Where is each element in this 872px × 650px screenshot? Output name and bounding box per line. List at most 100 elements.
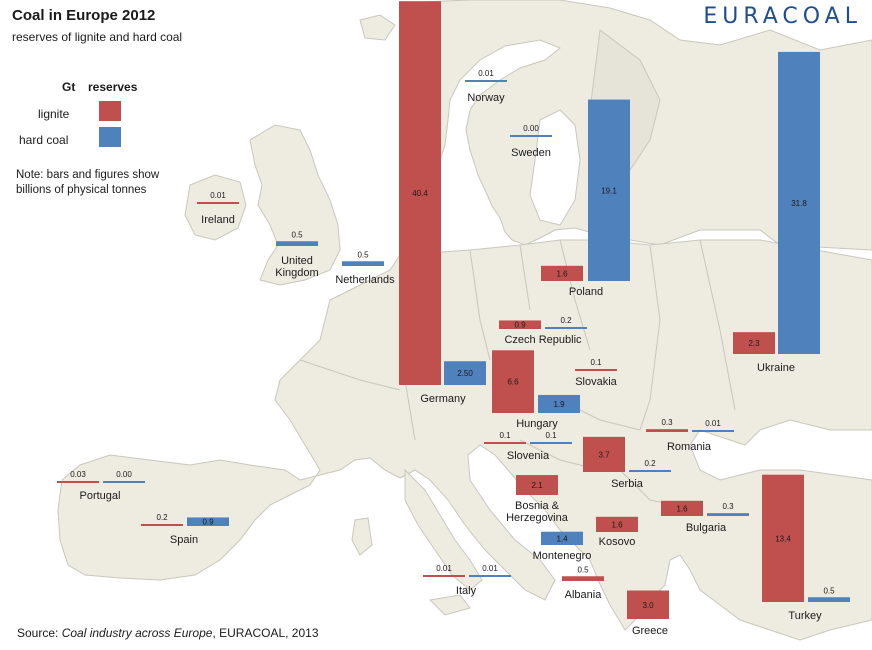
- portugal-country-label: Portugal: [80, 490, 121, 502]
- turkey-lignite-bar: [762, 474, 804, 602]
- albania-lignite-value-label: 0.5: [577, 565, 589, 574]
- euracoal-logo: EURACOAL: [703, 4, 862, 29]
- germany-hardcoal-value-label: 2.50: [457, 369, 473, 378]
- romania-hardcoal-bar: [692, 430, 734, 432]
- chart-subtitle: reserves of lignite and hard coal: [12, 30, 183, 44]
- poland-hardcoal-value-label: 19.1: [601, 186, 617, 195]
- serbia-lignite-bar: [583, 436, 625, 472]
- germany-hardcoal-bar: [444, 361, 486, 385]
- czech-republic-hardcoal-value-label: 0.2: [560, 316, 572, 325]
- greece-lignite-bar: [627, 590, 669, 619]
- united-kingdom-country-label-2: Kingdom: [275, 267, 318, 279]
- netherlands-country-label: Netherlands: [335, 274, 395, 286]
- bosnia-and-herzegovina-country-label-2: Herzegovina: [506, 512, 569, 524]
- hungary-country-label: Hungary: [516, 418, 558, 430]
- montenegro-hardcoal-value-label: 1.4: [556, 534, 568, 543]
- poland-lignite-bar: [541, 265, 583, 281]
- ukraine-lignite-bar: [733, 332, 775, 354]
- bosnia-and-herzegovina-lignite-bar: [516, 475, 558, 495]
- romania-hardcoal-value-label: 0.01: [705, 419, 721, 428]
- bulgaria-hardcoal-value-label: 0.3: [722, 502, 734, 511]
- legend-hardcoal-swatch: [99, 127, 121, 147]
- portugal-lignite-bar: [57, 481, 99, 483]
- albania-lignite-bar: [562, 576, 604, 581]
- portugal-lignite-value-label: 0.03: [70, 470, 86, 479]
- legend-unit: Gt: [62, 80, 76, 94]
- spain-lignite-value-label: 0.2: [156, 513, 168, 522]
- norway-country-label: Norway: [467, 92, 505, 104]
- czech-republic-country-label: Czech Republic: [504, 334, 582, 346]
- legend-lignite-swatch: [99, 101, 121, 121]
- slovenia-hardcoal-bar: [530, 442, 572, 444]
- ukraine-hardcoal-value-label: 31.8: [791, 199, 807, 208]
- bosnia-and-herzegovina-country-label-1: Bosnia &: [515, 500, 560, 512]
- bulgaria-hardcoal-bar: [707, 513, 749, 516]
- poland-lignite-value-label: 1.6: [556, 269, 568, 278]
- portugal-hardcoal-value-label: 0.00: [116, 470, 132, 479]
- hungary-hardcoal-bar: [538, 394, 580, 413]
- spain-hardcoal-value-label: 0.9: [202, 518, 214, 527]
- italy-lignite-bar: [423, 575, 465, 577]
- romania-country-label: Romania: [667, 441, 712, 453]
- poland-country-label: Poland: [569, 286, 603, 298]
- serbia-lignite-value-label: 3.7: [598, 450, 610, 459]
- bulgaria-country-label: Bulgaria: [686, 522, 727, 534]
- hungary-lignite-bar: [492, 350, 534, 413]
- montenegro-hardcoal-bar: [541, 531, 583, 545]
- legend-hardcoal-label: hard coal: [19, 133, 69, 147]
- germany-lignite-bar: [399, 1, 441, 385]
- serbia-hardcoal-bar: [629, 470, 671, 472]
- germany-country-label: Germany: [420, 393, 466, 405]
- montenegro-country-label: Montenegro: [533, 550, 592, 562]
- ukraine-lignite-value-label: 2.3: [748, 339, 760, 348]
- norway-hardcoal-bar: [465, 80, 507, 82]
- slovenia-hardcoal-value-label: 0.1: [545, 431, 557, 440]
- ireland-lignite-value-label: 0.01: [210, 191, 226, 200]
- turkey-hardcoal-bar: [808, 597, 850, 602]
- greece-lignite-value-label: 3.0: [642, 601, 654, 610]
- slovakia-country-label: Slovakia: [575, 376, 617, 388]
- italy-hardcoal-value-label: 0.01: [482, 564, 498, 573]
- chart-title: Coal in Europe 2012: [12, 7, 156, 24]
- kosovo-lignite-value-label: 1.6: [611, 520, 623, 529]
- netherlands-hardcoal-value-label: 0.5: [357, 250, 369, 259]
- sweden-hardcoal-bar: [510, 135, 552, 137]
- serbia-hardcoal-value-label: 0.2: [644, 459, 656, 468]
- chart-source: Source: Coal industry across Europe, EUR…: [17, 626, 319, 640]
- bosnia-and-herzegovina-lignite-value-label: 2.1: [531, 481, 543, 490]
- spain-country-label: Spain: [170, 534, 198, 546]
- netherlands-hardcoal-bar: [342, 261, 384, 266]
- turkey-lignite-value-label: 13.4: [775, 534, 791, 543]
- italy-lignite-value-label: 0.01: [436, 564, 452, 573]
- turkey-country-label: Turkey: [788, 610, 822, 622]
- portugal-hardcoal-bar: [103, 481, 145, 483]
- ukraine-hardcoal-bar: [778, 51, 820, 355]
- albania-country-label: Albania: [565, 589, 603, 601]
- kosovo-lignite-bar: [596, 516, 638, 532]
- united-kingdom-hardcoal-bar: [276, 241, 318, 246]
- slovenia-lignite-bar: [484, 442, 526, 444]
- bulgaria-lignite-value-label: 1.6: [676, 504, 688, 513]
- turkey-hardcoal-value-label: 0.5: [823, 586, 835, 595]
- poland-hardcoal-bar: [588, 99, 630, 281]
- greece-country-label: Greece: [632, 625, 668, 637]
- legend: Gt reserves lignite hard coal: [12, 80, 202, 190]
- spain-hardcoal-bar: [187, 517, 229, 526]
- italy-hardcoal-bar: [469, 575, 511, 577]
- hungary-lignite-value-label: 6.6: [507, 378, 519, 387]
- hungary-hardcoal-value-label: 1.9: [553, 400, 565, 409]
- czech-republic-lignite-bar: [499, 320, 541, 329]
- ukraine-country-label: Ukraine: [757, 362, 795, 374]
- sweden-hardcoal-value-label: 0.00: [523, 124, 539, 133]
- czech-republic-hardcoal-bar: [545, 327, 587, 329]
- ireland-lignite-bar: [197, 202, 239, 204]
- sweden-country-label: Sweden: [511, 147, 551, 159]
- germany-lignite-value-label: 40.4: [412, 189, 428, 198]
- romania-lignite-value-label: 0.3: [661, 418, 673, 427]
- legend-lignite-label: lignite: [38, 107, 70, 121]
- chart-note: Note: bars and figures show billions of …: [16, 169, 160, 196]
- slovenia-lignite-value-label: 0.1: [499, 431, 511, 440]
